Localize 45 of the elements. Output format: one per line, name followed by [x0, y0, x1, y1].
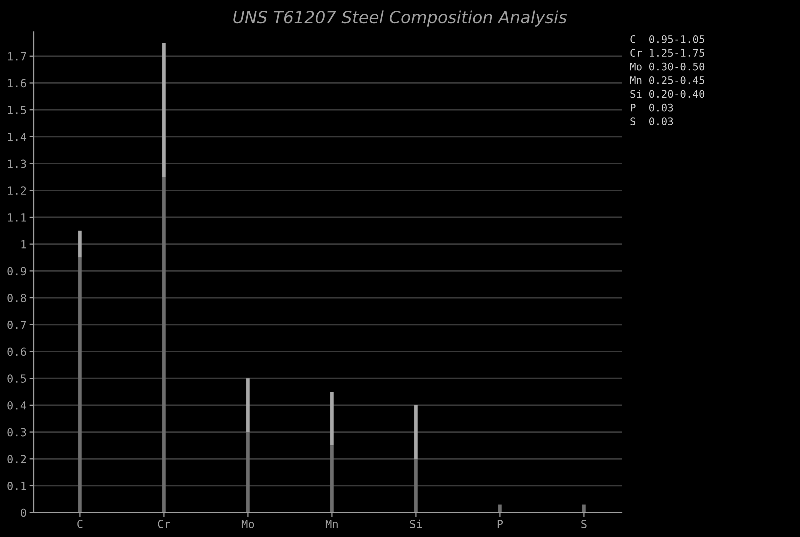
y-tick-label: 0.9: [8, 267, 26, 276]
y-tick-label: 0.1: [8, 482, 26, 490]
chart-title: UNS T61207 Steel Composition Analysis: [234, 10, 567, 27]
y-tick-label: 1.4: [8, 133, 27, 142]
bar: [582, 504, 586, 513]
x-tick-label: P: [498, 520, 504, 528]
bar: [330, 446, 334, 513]
y-tick-label: 1: [22, 240, 26, 249]
y-tick-label: 0.5: [8, 374, 26, 383]
y-tick-label: 0.7: [8, 320, 26, 330]
bar: [162, 177, 166, 513]
y-tick-label: 1.7: [8, 52, 26, 61]
bar: [330, 392, 334, 446]
x-tick-label: S: [582, 520, 587, 528]
x-tick-label: Si: [410, 520, 422, 528]
x-tick-label: Mn: [326, 520, 338, 528]
text: Si 0.20-0.40: [630, 90, 705, 98]
bar: [78, 258, 82, 513]
bar: [78, 230, 82, 258]
y-tick-label: 1.3: [8, 160, 26, 168]
y-tick-label: 0.8: [8, 294, 26, 302]
y-tick-label: 1.6: [8, 79, 26, 88]
bar: [414, 459, 418, 513]
bar: [162, 42, 166, 178]
bar: [414, 405, 418, 460]
y-tick-label: 0.6: [8, 348, 26, 356]
y-tick-label: 1.5: [8, 106, 26, 114]
bar: [498, 504, 502, 513]
y-tick-label: 0: [21, 508, 26, 518]
text: P 0.03: [631, 104, 674, 112]
y-tick-label: 0.3: [8, 428, 26, 437]
text: Cr 1.25-1.75: [630, 49, 704, 58]
bar: [246, 378, 250, 432]
text: C 0.95-1.05: [630, 35, 704, 44]
text: Mn 0.25-0.45: [630, 76, 704, 84]
bar: [246, 432, 250, 513]
x-tick-label: Cr: [158, 520, 170, 528]
x-tick-label: Mo: [242, 520, 254, 528]
y-tick-label: 0.2: [8, 455, 26, 464]
text: Mo 0.30-0.50: [630, 62, 705, 71]
y-tick-label: 0.4: [8, 401, 27, 410]
y-tick-label: 1.2: [8, 186, 26, 195]
x-tick-label: C: [78, 520, 83, 528]
text: S 0.03: [630, 118, 674, 126]
y-tick-label: 1.1: [8, 214, 26, 222]
